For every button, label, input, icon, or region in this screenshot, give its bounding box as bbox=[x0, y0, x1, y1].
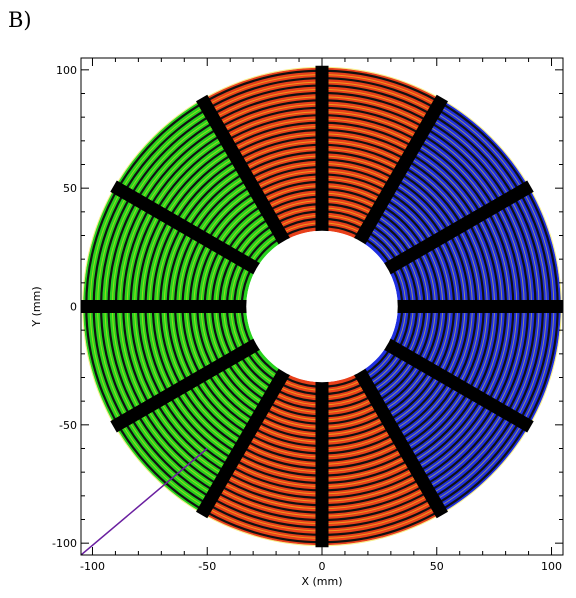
y-tick-label: -50 bbox=[59, 419, 77, 432]
panel-label: B) bbox=[8, 8, 32, 32]
spoke bbox=[353, 94, 448, 246]
x-tick-label: 50 bbox=[430, 560, 444, 573]
spoke bbox=[196, 367, 291, 519]
y-tick-label: 100 bbox=[56, 64, 77, 77]
data-layer bbox=[81, 65, 563, 555]
x-axis-label: X (mm) bbox=[301, 575, 342, 588]
spoke bbox=[110, 337, 262, 433]
spoke bbox=[196, 94, 291, 246]
spoke bbox=[382, 180, 534, 276]
track-line bbox=[81, 447, 208, 555]
y-axis-label: Y (mm) bbox=[30, 286, 43, 327]
y-tick-label: 0 bbox=[70, 301, 77, 314]
axis-layer: -100 -50 0 50 100 -100 -50 0 50 100 bbox=[52, 58, 563, 573]
x-tick-label: -100 bbox=[80, 560, 105, 573]
x-tick-label: -50 bbox=[198, 560, 216, 573]
y-tick-label: -100 bbox=[52, 537, 77, 550]
x-tick-label: 0 bbox=[319, 560, 326, 573]
inner-hole bbox=[246, 230, 398, 383]
spoke bbox=[382, 337, 534, 433]
spoke bbox=[353, 367, 448, 519]
y-tick-label: 50 bbox=[63, 182, 77, 195]
x-tick-label: 100 bbox=[541, 560, 562, 573]
spoke bbox=[110, 180, 262, 276]
